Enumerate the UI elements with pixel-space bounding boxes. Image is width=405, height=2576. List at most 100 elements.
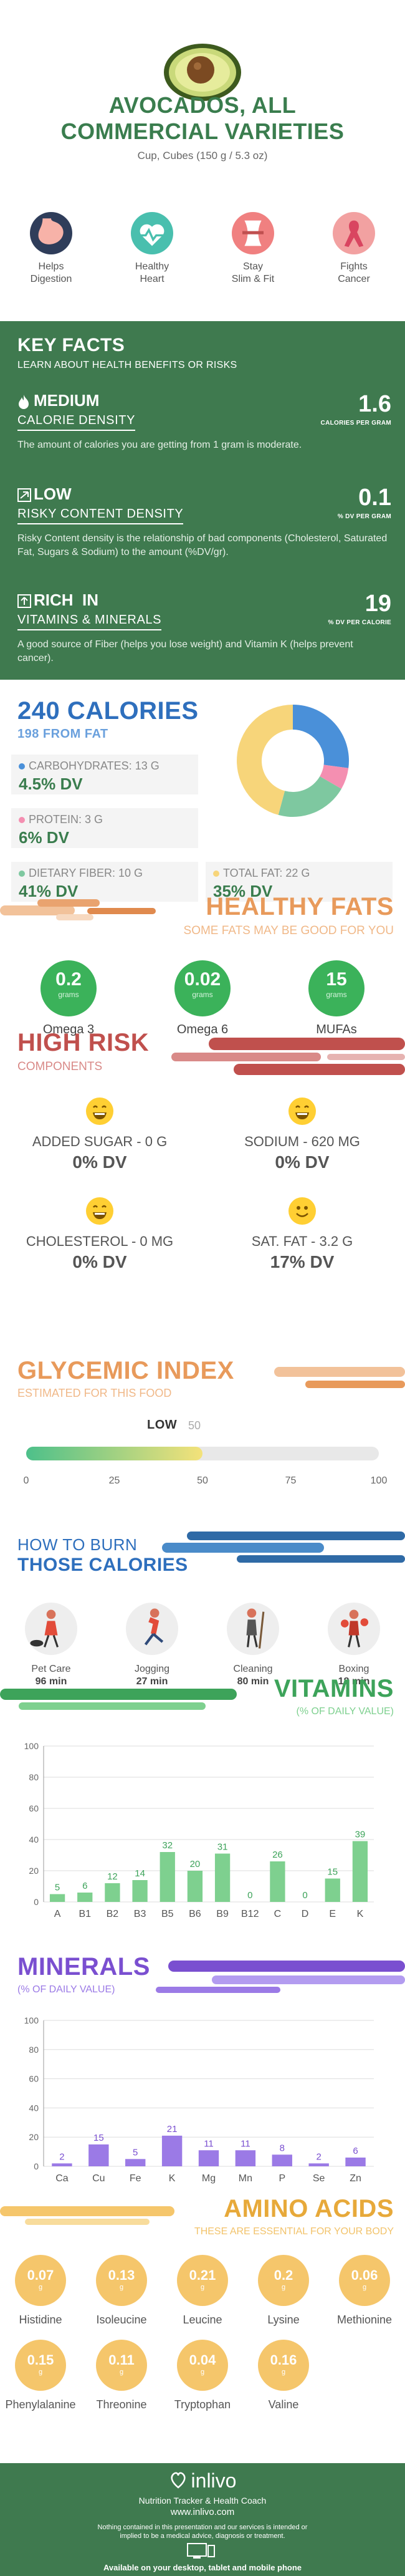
burn-activity: Boxing <box>338 1664 369 1674</box>
y-tick-label: 100 <box>24 1741 39 1751</box>
glycemic-tick: 100 <box>370 1475 388 1486</box>
fat-unit: grams <box>58 990 79 999</box>
amino-label: Phenylalanine <box>5 2398 76 2411</box>
cleaning-icon <box>227 1603 279 1655</box>
x-tick-label: D <box>302 1909 309 1919</box>
bar-A <box>49 1894 65 1902</box>
amino-value: 0.07 <box>27 2267 54 2283</box>
amino-subtitle: THESE ARE ESSENTIAL FOR YOUR BODY <box>194 2226 394 2237</box>
bar-value-label: 31 <box>217 1842 228 1853</box>
footer: inlivo Nutrition Tracker & Health Coach … <box>0 2463 405 2576</box>
footer-url[interactable]: www.inlivo.com <box>170 2507 235 2517</box>
bar-Fe <box>125 2159 146 2166</box>
amino-value: 0.04 <box>189 2352 216 2368</box>
happy-face-icon <box>86 1197 113 1225</box>
fat-value: 0.02 <box>184 969 221 990</box>
calories-title: 240 CALORIES <box>17 697 199 725</box>
amino-circle: 0.11 g <box>96 2340 147 2391</box>
bar-Mn <box>235 2150 256 2166</box>
donut-slice-dietary-fiber <box>278 776 341 817</box>
bar-value-label: 6 <box>353 2146 358 2156</box>
amino-circle: 0.13 g <box>96 2255 147 2306</box>
fact-vitamins-minerals: RICH IN VITAMINS & MINERALS 19 % DV PER … <box>17 591 391 672</box>
bar-value-label: 5 <box>55 1883 60 1893</box>
minerals-title: MINERALS <box>17 1953 150 1980</box>
vitamins-subtitle: (% OF DAILY VALUE) <box>296 1706 394 1717</box>
calories-subtitle: 198 FROM FAT <box>17 727 108 741</box>
protein-dot <box>19 817 25 824</box>
burn-title-line2: THOSE CALORIES <box>17 1555 188 1575</box>
risk-dv: 0% DV <box>72 1152 127 1172</box>
fat-dv: 35% DV <box>213 882 273 900</box>
y-tick-label: 100 <box>24 2015 39 2025</box>
amino-unit: g <box>200 2284 205 2291</box>
fact-value: 19 <box>364 591 391 617</box>
x-tick-label: B12 <box>241 1909 259 1919</box>
glycemic-tick: 0 <box>23 1475 29 1486</box>
burn-time: 27 min <box>136 1676 168 1687</box>
risk-dv: 17% DV <box>270 1252 335 1271</box>
vitamins-bar-chart: 0 20 40 60 80 100 5 A 6 B1 12 B2 14 B3 32 B5 20 B6 31 B9 0 B1… <box>24 1741 374 1919</box>
x-tick-label: A <box>54 1909 61 1919</box>
amino-label: Valine <box>268 2398 299 2411</box>
bar-C <box>270 1861 285 1902</box>
fat-unit: grams <box>192 990 213 999</box>
donut-slice-total-fat <box>237 705 293 815</box>
bar-B2 <box>105 1883 120 1902</box>
y-tick-label: 60 <box>29 1803 39 1813</box>
heart-icon <box>139 224 165 246</box>
key-facts-section: KEY FACTS LEARN ABOUT HEALTH BENEFITS OR… <box>0 321 405 680</box>
bar-value-label: 11 <box>241 2138 250 2149</box>
bar-value-label: 0 <box>247 1890 252 1901</box>
fact-unit: CALORIES PER GRAM <box>320 420 391 427</box>
bar-B6 <box>187 1871 203 1902</box>
vitamins-stripe <box>0 1684 243 1715</box>
y-tick-label: 80 <box>29 2045 39 2055</box>
bar-value-label: 8 <box>280 2143 285 2153</box>
bar-E <box>325 1878 340 1902</box>
x-tick-label: E <box>329 1909 336 1919</box>
fact-name: CALORIE DENSITY <box>17 413 136 431</box>
benefit-label: Helps Digestion <box>30 261 72 284</box>
fat-label: Omega 6 <box>176 1023 229 1036</box>
fact-description: A good source of Fiber (helps you lose w… <box>17 639 353 663</box>
burn-activity: Cleaning <box>233 1664 273 1674</box>
y-tick-label: 20 <box>29 1866 39 1876</box>
benefit-label: Stay Slim & Fit <box>231 261 275 284</box>
bar-value-label: 2 <box>59 2151 64 2162</box>
bar-value-label: 26 <box>272 1850 283 1860</box>
bar-Mg <box>198 2150 219 2166</box>
donut-slice-protein <box>320 765 349 789</box>
bar-B3 <box>132 1880 148 1902</box>
jogging-icon <box>126 1603 178 1655</box>
fact-level: LOW <box>34 485 72 503</box>
fat-unit: grams <box>326 990 347 999</box>
y-tick-label: 60 <box>29 2074 39 2084</box>
fat-label: Omega 3 <box>42 1023 95 1036</box>
up-arrow-icon <box>17 594 31 611</box>
glycemic-tick: 75 <box>285 1475 297 1486</box>
benefit-label: Healthy Heart <box>135 261 169 284</box>
carbs-box: CARBOHYDRATES: 13 g 4.5% DV <box>11 755 198 794</box>
amino-circle: 0.07 g <box>15 2255 66 2306</box>
key-facts-title: KEY FACTS <box>17 335 125 355</box>
bar-K <box>352 1841 368 1902</box>
x-tick-label: Zn <box>350 2173 361 2184</box>
fact-name: VITAMINS & MINERALS <box>17 613 162 630</box>
high-risk-stripe <box>159 1035 405 1079</box>
stomach-benefit-icon <box>30 212 72 254</box>
fact-unit: % DV PER GRAM <box>337 513 391 520</box>
x-tick-label: Se <box>313 2173 325 2184</box>
amino-value: 0.11 <box>108 2352 135 2368</box>
amino-unit: g <box>38 2368 43 2376</box>
fat-label-text: TOTAL FAT: 22 g <box>223 867 310 879</box>
fat-circle: 0.02 grams <box>174 960 231 1016</box>
amino-label: Isoleucine <box>96 2313 147 2326</box>
minerals-bar-chart: 0 20 40 60 80 100 2 Ca 15 Cu 5 Fe 21 K 11 Mg 11 Mn 8 P 2 Se 6 Z… <box>24 2015 374 2184</box>
burn-activity: Pet Care <box>31 1664 71 1674</box>
bar-K <box>161 2135 183 2166</box>
risk-label: SAT. FAT - 3.2 g <box>251 1233 353 1249</box>
footer-brand: inlivo <box>0 2469 405 2494</box>
fact-value: 1.6 <box>358 391 391 417</box>
x-tick-label: K <box>357 1909 364 1919</box>
